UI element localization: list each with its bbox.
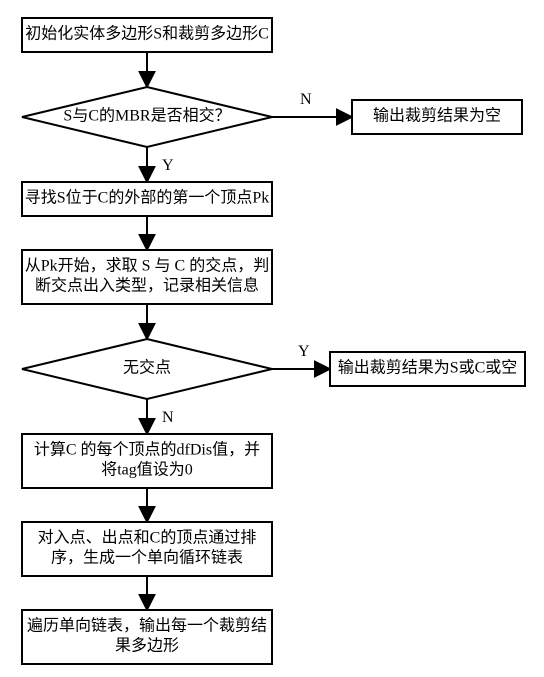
node-text: S与C的MBR是否相交？ (63, 107, 230, 125)
edge-label: Y (162, 157, 174, 174)
node-text: 输出裁剪结果为S或C或空 (338, 359, 518, 377)
node-text: 断交点出入类型，记录相关信息 (35, 277, 259, 295)
node-n3: 从Pk开始，求取 S 与 C 的交点，判断交点出入类型，记录相关信息 (22, 250, 272, 304)
node-n4: 计算C 的每个顶点的dfDis值，并将tag值设为0 (22, 434, 272, 488)
node-text: 计算C 的每个顶点的dfDis值，并 (34, 440, 260, 459)
node-n5: 对入点、出点和C的顶点通过排序，生成一个单向循环链表 (22, 522, 272, 576)
node-text: 初始化实体多边形S和裁剪多边形C (25, 25, 269, 43)
node-r1: 输出裁剪结果为空 (352, 100, 522, 134)
node-n2: 寻找S位于C的外部的第一个顶点Pk (22, 182, 272, 216)
edge-label: N (162, 409, 174, 426)
node-n6: 遍历单向链表，输出每一个裁剪结果多边形 (22, 610, 272, 664)
node-d1: S与C的MBR是否相交？ (22, 87, 272, 147)
node-text: 对入点、出点和C的顶点通过排 (38, 529, 257, 547)
node-d2: 无交点 (22, 339, 272, 399)
edge-label: Y (298, 343, 310, 360)
node-text: 遍历单向链表，输出每一个裁剪结 (27, 617, 267, 635)
node-r2: 输出裁剪结果为S或C或空 (330, 352, 525, 386)
node-text: 序，生成一个单向循环链表 (51, 549, 243, 567)
node-n1: 初始化实体多边形S和裁剪多边形C (22, 18, 272, 52)
node-text: 将tag值设为0 (101, 461, 193, 479)
flowchart-diagram: N Y Y N 初始化实体多边形S和裁剪多边形C S与C的MBR是否相交？ 输出裁剪结果为空… (0, 0, 544, 677)
nodes-layer: 初始化实体多边形S和裁剪多边形C S与C的MBR是否相交？ 输出裁剪结果为空寻找S位… (22, 18, 525, 664)
node-text: 寻找S位于C的外部的第一个顶点Pk (25, 189, 269, 207)
node-text: 果多边形 (115, 637, 179, 655)
edge-label: N (300, 91, 312, 108)
node-text: 从Pk开始，求取 S 与 C 的交点，判 (25, 257, 269, 275)
node-text: 输出裁剪结果为空 (373, 107, 501, 125)
node-text: 无交点 (123, 359, 171, 377)
